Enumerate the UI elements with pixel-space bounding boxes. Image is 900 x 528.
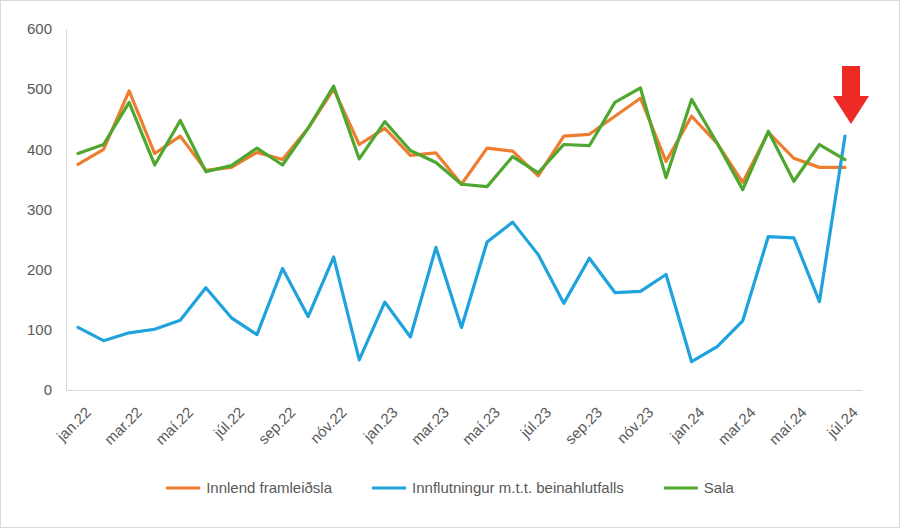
x-tick: mar.22 — [101, 390, 145, 448]
highlight-arrow — [833, 66, 869, 124]
x-tick: maí.23 — [459, 390, 503, 448]
x-tick: sep.22 — [255, 390, 299, 447]
x-tick-label: júl.24 — [823, 403, 861, 441]
x-tick-label: júl.22 — [209, 403, 247, 441]
y-tick-label: 300 — [27, 201, 52, 218]
y-tick: 500 — [27, 80, 66, 97]
y-axis-line — [66, 30, 67, 391]
x-tick: jan.23 — [359, 390, 401, 445]
y-tick-label: 400 — [27, 141, 52, 158]
legend-swatch — [372, 486, 406, 489]
x-tick: maí.24 — [765, 390, 809, 448]
x-tick: jan.22 — [52, 390, 94, 445]
legend-item: Innlend framleiðsla — [166, 479, 333, 496]
x-tick-label: júl.23 — [516, 403, 554, 441]
y-tick-label: 200 — [27, 261, 52, 278]
x-tick: júl.24 — [823, 390, 861, 442]
x-tick-label: mar.22 — [101, 403, 145, 447]
x-tick: sep.23 — [561, 390, 605, 447]
x-tick: nóv.22 — [307, 390, 350, 447]
legend-item: Sala — [664, 479, 735, 496]
series-line — [78, 86, 845, 189]
y-tick: 200 — [27, 261, 66, 278]
x-tick-label: jan.22 — [52, 403, 94, 445]
legend-label: Sala — [704, 479, 735, 496]
series-line — [78, 136, 845, 362]
y-tick-label: 0 — [44, 381, 52, 398]
legend-label: Innflutningur m.t.t. beinahlutfalls — [412, 479, 624, 496]
x-tick-label: nóv.23 — [613, 403, 656, 446]
legend-label: Innlend framleiðsla — [206, 479, 333, 496]
chart-frame — [1, 1, 900, 528]
y-tick-label: 600 — [27, 20, 52, 37]
legend-swatch — [166, 486, 200, 489]
x-tick-label: maí.24 — [765, 403, 809, 447]
y-tick-label: 500 — [27, 80, 52, 97]
x-axis-line — [66, 390, 862, 391]
x-tick: júl.22 — [209, 390, 247, 442]
x-tick: jan.24 — [666, 390, 708, 445]
y-tick: 600 — [27, 20, 66, 37]
series-line — [78, 89, 845, 184]
legend-swatch — [664, 486, 698, 489]
x-tick-label: sep.23 — [561, 403, 605, 447]
legend: Innlend framleiðsla Innflutningur m.t.t. … — [166, 479, 734, 496]
x-tick-label: maí.23 — [459, 403, 503, 447]
y-axis: 0 100 200 300 400 500 600 — [27, 20, 67, 398]
x-tick-label: maí.22 — [152, 403, 196, 447]
x-tick-label: mar.23 — [407, 403, 451, 447]
x-tick-label: sep.22 — [255, 403, 299, 447]
series-group — [78, 86, 845, 362]
x-tick-label: jan.23 — [359, 403, 401, 445]
x-tick: mar.24 — [714, 390, 758, 448]
x-tick-label: jan.24 — [666, 403, 708, 445]
x-tick: mar.23 — [407, 390, 451, 448]
x-tick-label: mar.24 — [714, 403, 758, 447]
x-tick: nóv.23 — [613, 390, 656, 447]
y-tick: 300 — [27, 201, 66, 218]
legend-item: Innflutningur m.t.t. beinahlutfalls — [372, 479, 624, 496]
y-tick-label: 100 — [27, 321, 52, 338]
y-tick: 0 — [44, 381, 66, 398]
y-tick: 400 — [27, 141, 66, 158]
x-tick: júl.23 — [516, 390, 554, 442]
y-tick: 100 — [27, 321, 66, 338]
x-tick-label: nóv.22 — [307, 403, 350, 446]
x-axis: jan.22mar.22maí.22júl.22sep.22nóv.22jan.… — [52, 390, 862, 448]
x-tick: maí.22 — [152, 390, 196, 448]
